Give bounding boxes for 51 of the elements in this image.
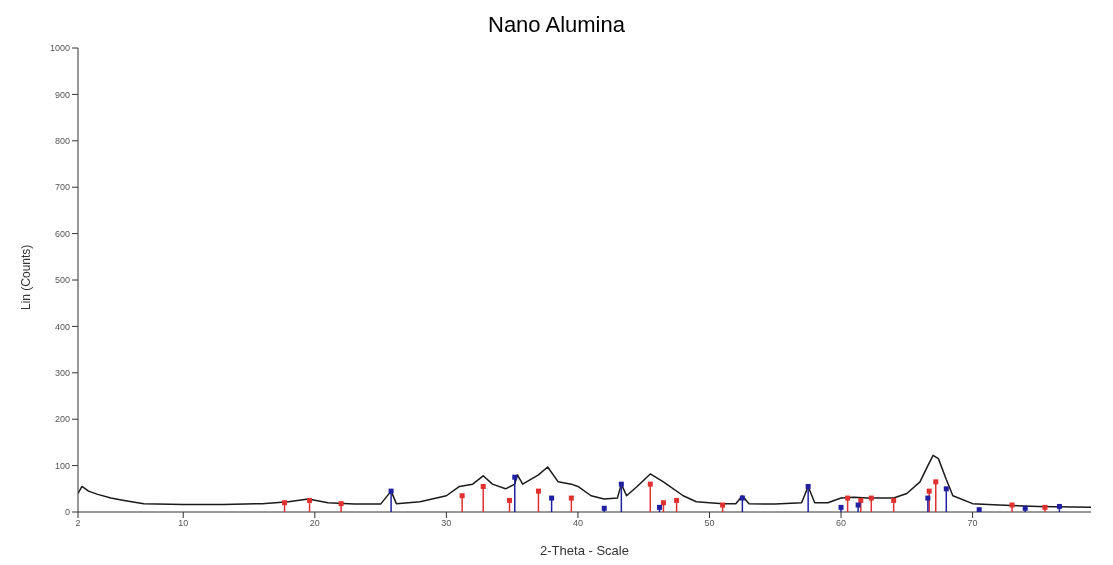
y-tick-label: 200 [54, 414, 70, 425]
point [739, 495, 745, 501]
y-tick-label: 500 [54, 275, 70, 286]
point [720, 502, 726, 508]
point [512, 474, 518, 480]
point [338, 501, 344, 507]
x-tick-label: 20 [309, 518, 320, 529]
point [647, 481, 653, 487]
point [868, 495, 874, 501]
y-tick-label: 100 [54, 460, 70, 471]
y-tick-label: 1000 [49, 43, 70, 54]
point [549, 495, 555, 501]
point [660, 500, 666, 506]
point [674, 497, 680, 503]
point [933, 479, 939, 485]
y-tick-label: 700 [54, 182, 70, 193]
x-axis-title: 2-Theta - Scale [540, 543, 629, 558]
point [480, 483, 486, 489]
x-tick-label: 60 [836, 518, 847, 529]
x-tick-label: 10 [178, 518, 189, 529]
y-tick-label: 400 [54, 321, 70, 332]
point [805, 483, 811, 489]
point [568, 495, 574, 501]
y-tick-label: 800 [54, 136, 70, 146]
point [891, 497, 897, 503]
point [618, 481, 624, 487]
x-tick-label: 40 [572, 518, 583, 529]
point [1009, 502, 1015, 508]
point [507, 497, 513, 503]
point [943, 486, 949, 492]
x-tick-label: 50 [704, 518, 715, 529]
chart-title: Nano Alumina [487, 12, 626, 38]
y-tick-label: 0 [64, 507, 70, 518]
x-tick-label: 30 [441, 518, 452, 529]
point [282, 500, 288, 506]
line-series [78, 454, 1091, 509]
point [858, 497, 864, 503]
point [388, 488, 394, 494]
point [459, 493, 465, 499]
y-axis-title: Lin (Counts) [19, 244, 34, 310]
y-tick-label: 600 [54, 228, 70, 239]
y-tick-label: 900 [54, 89, 70, 100]
point [307, 497, 313, 503]
x-tick-label: 2 [75, 518, 81, 529]
x-tick-label: 70 [967, 518, 978, 529]
y-tick-label: 300 [54, 367, 70, 378]
point [535, 488, 541, 494]
point [925, 495, 931, 501]
point [926, 488, 932, 494]
point [855, 502, 861, 508]
point [845, 495, 851, 501]
